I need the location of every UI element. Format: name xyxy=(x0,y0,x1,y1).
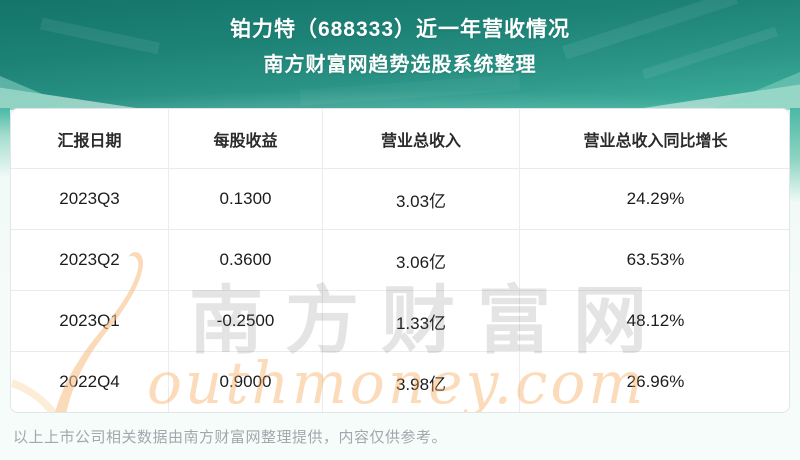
footer-note: 以上上市公司相关数据由南方财富网整理提供，内容仅供参考。 xyxy=(13,429,448,446)
column-header-report-date: 汇报日期 xyxy=(57,132,122,150)
header-side-sliver-right xyxy=(790,108,800,203)
table-cell-period: 2022Q4 xyxy=(11,351,168,412)
table-cell-growth: 63.53% xyxy=(519,229,789,290)
title-block: 铂力特（688333）近一年营收情况 南方财富网趋势选股系统整理 xyxy=(0,14,800,80)
header-side-sliver-left xyxy=(0,108,10,178)
header-decor-wedge xyxy=(0,76,80,110)
table-cell-eps: 0.1300 xyxy=(168,168,322,229)
table-cell-revenue: 1.33亿 xyxy=(322,290,519,351)
page-title: 铂力特（688333）近一年营收情况 xyxy=(229,18,571,41)
table-cell-revenue: 3.98亿 xyxy=(322,351,519,412)
table-cell-period: 2023Q2 xyxy=(11,229,168,290)
column-header-eps: 每股收益 xyxy=(168,109,322,168)
table-cell-growth: 26.96% xyxy=(519,351,789,412)
table-cell-eps: 0.9000 xyxy=(168,351,322,412)
revenue-table: 汇报日期 每股收益 营业总收入 营业总收入同比增长 2023Q3 0.1300 … xyxy=(11,109,789,412)
page-subtitle: 南方财富网趋势选股系统整理 xyxy=(263,54,537,76)
page-header: 铂力特（688333）近一年营收情况 南方财富网趋势选股系统整理 xyxy=(0,0,800,110)
data-card: 汇报日期 每股收益 营业总收入 营业总收入同比增长 2023Q3 0.1300 … xyxy=(10,108,790,413)
table-cell-period: 2023Q3 xyxy=(11,168,168,229)
column-header-yoy-growth: 营业总收入同比增长 xyxy=(519,109,789,168)
table-cell-revenue: 3.06亿 xyxy=(322,229,519,290)
column-header-revenue: 营业总收入 xyxy=(322,109,519,168)
table-cell-revenue: 3.03亿 xyxy=(322,168,519,229)
table-cell-growth: 24.29% xyxy=(519,168,789,229)
table-cell-eps: -0.2500 xyxy=(168,290,322,351)
table-cell-eps: 0.3600 xyxy=(168,229,322,290)
table-cell-growth: 48.12% xyxy=(519,290,789,351)
table-cell-period: 2023Q1 xyxy=(11,290,168,351)
